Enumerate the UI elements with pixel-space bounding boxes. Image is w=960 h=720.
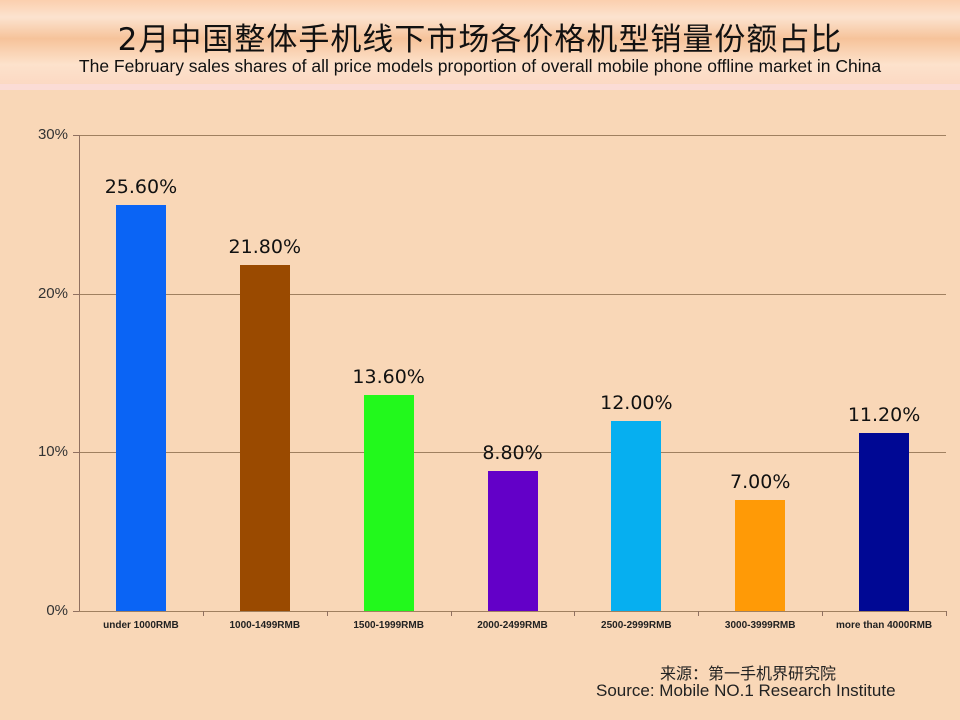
y-tick xyxy=(73,452,79,453)
x-tick-label: 2500-2999RMB xyxy=(601,620,672,631)
title-banner-band xyxy=(0,84,960,90)
bar xyxy=(239,265,290,611)
x-tick xyxy=(326,611,328,616)
x-tick-label: 3000-3999RMB xyxy=(724,620,796,631)
plot-area xyxy=(79,135,946,612)
y-axis-line xyxy=(79,135,80,611)
y-tick-label: 10% xyxy=(37,443,68,460)
data-label: 7.00% xyxy=(730,470,791,493)
chart-title-en: The February sales shares of all price m… xyxy=(78,56,882,76)
x-tick xyxy=(450,611,452,616)
bar xyxy=(487,471,538,611)
x-tick-label: 2000-2499RMB xyxy=(477,620,548,631)
data-label: 11.20% xyxy=(847,404,921,427)
source-cn: 来源：第一手机界研究院 xyxy=(660,664,837,683)
y-tick xyxy=(73,294,79,295)
data-label: 8.80% xyxy=(482,442,543,465)
y-tick xyxy=(73,135,79,136)
title-banner xyxy=(0,0,960,86)
x-tick-label: 1000-1499RMB xyxy=(229,620,301,631)
bar xyxy=(735,499,786,611)
x-tick xyxy=(946,611,947,616)
chart-title-cn: 2月中国整体手机线下市场各价格机型销量份额占比 xyxy=(117,22,843,58)
gridline-30 xyxy=(79,135,946,136)
y-tick-label: 20% xyxy=(37,285,68,302)
source-en: Source: Mobile NO.1 Research Institute xyxy=(596,681,896,700)
x-axis-line xyxy=(79,611,946,612)
gridline-20 xyxy=(79,294,946,295)
bar xyxy=(859,433,910,611)
x-tick-label: under 1000RMB xyxy=(103,620,179,631)
x-tick-label: 1500-1999RMB xyxy=(353,620,424,631)
y-tick-label: 30% xyxy=(37,126,68,143)
y-tick-label: 0% xyxy=(46,602,68,619)
x-tick xyxy=(698,611,700,616)
bar xyxy=(115,204,166,611)
data-label: 21.80% xyxy=(228,236,301,259)
gridline-10 xyxy=(79,452,946,453)
data-label: 13.60% xyxy=(352,366,425,389)
y-tick xyxy=(73,611,79,612)
data-label: 12.00% xyxy=(600,391,673,414)
bar xyxy=(611,420,662,611)
bar xyxy=(363,395,414,611)
x-tick-label: more than 4000RMB xyxy=(835,620,933,631)
x-tick xyxy=(202,611,204,616)
data-label: 25.60% xyxy=(104,175,178,198)
x-tick xyxy=(822,611,824,616)
x-tick xyxy=(574,611,576,616)
